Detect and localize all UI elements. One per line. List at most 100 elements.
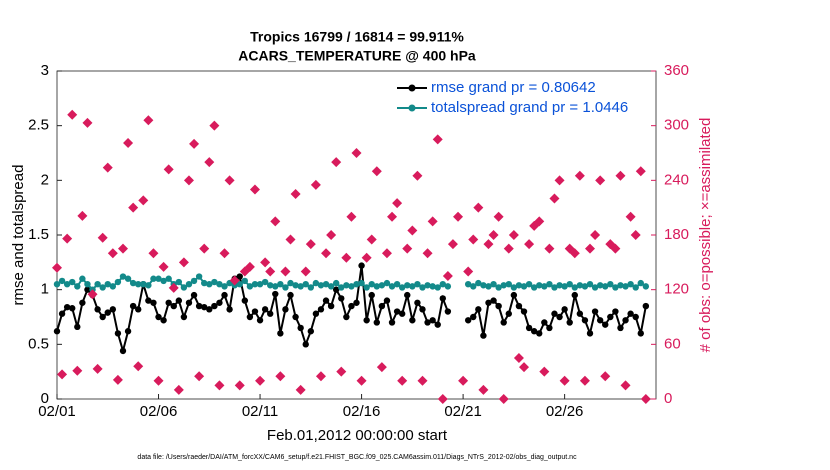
x-tick-label: 02/11: [242, 403, 278, 420]
obs-count-marker: [498, 394, 509, 404]
y2-tick-label: 120: [664, 281, 689, 298]
series-marker: [363, 317, 370, 324]
obs-count-marker: [143, 115, 154, 126]
series-marker: [190, 277, 198, 285]
series-marker: [343, 313, 350, 321]
obs-count-marker: [305, 239, 316, 250]
series-marker: [414, 299, 421, 306]
obs-count-marker: [524, 239, 535, 250]
series-marker: [307, 328, 315, 335]
series-marker: [124, 275, 132, 282]
series-marker: [576, 310, 584, 317]
series-marker: [576, 282, 584, 289]
obs-count-marker: [508, 230, 519, 240]
obs-count-marker: [407, 225, 418, 236]
series-marker: [261, 306, 269, 313]
series-marker: [272, 290, 279, 298]
obs-count-marker: [620, 380, 631, 391]
series-marker: [596, 317, 604, 324]
series-marker: [378, 302, 386, 310]
x-tick-label: 02/16: [343, 403, 381, 420]
series-marker: [500, 282, 507, 289]
series-marker: [211, 302, 218, 310]
series-marker: [216, 281, 223, 288]
obs-count-marker: [326, 230, 337, 240]
obs-count-marker: [569, 248, 580, 259]
obs-count-marker: [366, 234, 377, 245]
obs-count-marker: [473, 202, 484, 213]
chart-title: Tropics 16799 / 16814 = 99.911%: [250, 29, 464, 45]
series-marker: [566, 281, 573, 288]
series-marker: [393, 281, 401, 288]
obs-count-marker: [610, 243, 621, 254]
series-marker: [424, 319, 431, 326]
series-marker: [99, 313, 106, 321]
series-marker: [332, 279, 340, 287]
series-marker: [637, 279, 644, 287]
obs-count-marker: [229, 275, 240, 286]
series-marker: [114, 278, 122, 286]
series-marker: [99, 284, 106, 291]
obs-count-marker: [310, 179, 321, 190]
series-marker: [251, 281, 259, 288]
obs-count-marker: [595, 175, 606, 186]
series-marker: [135, 306, 142, 313]
series-marker: [312, 310, 320, 317]
series-marker: [434, 284, 441, 291]
series-marker: [485, 283, 492, 290]
obs-count-marker: [112, 374, 123, 385]
series-marker: [317, 282, 325, 289]
obs-count-marker: [630, 230, 641, 240]
series-marker: [398, 310, 406, 317]
series-marker: [536, 282, 543, 289]
series-marker: [79, 275, 86, 282]
obs-count-marker: [579, 375, 590, 386]
series-marker: [561, 306, 568, 313]
obs-count-marker: [57, 369, 68, 380]
obs-count-marker: [640, 394, 651, 404]
series-marker: [190, 291, 198, 299]
obs-count-marker: [427, 216, 438, 227]
series-marker: [642, 283, 650, 290]
series-marker: [480, 282, 487, 289]
series-marker: [119, 273, 127, 280]
obs-count-marker: [82, 117, 93, 128]
obs-count-marker: [270, 216, 281, 227]
x-tick-label: 02/01: [38, 403, 76, 420]
series-marker: [84, 281, 91, 288]
series-marker: [216, 299, 223, 306]
series-marker: [267, 282, 274, 289]
series-marker: [429, 283, 436, 290]
obs-count-marker: [478, 384, 489, 395]
series-marker: [434, 321, 441, 328]
obs-count-marker: [321, 248, 332, 259]
series-marker: [398, 284, 406, 291]
y2-tick-label: 0: [664, 390, 672, 407]
series-marker: [145, 297, 152, 304]
series-marker: [104, 309, 111, 316]
obs-count-marker: [585, 243, 596, 254]
series-marker: [195, 302, 203, 310]
series-marker: [297, 283, 304, 290]
series-marker: [409, 283, 416, 290]
series-marker: [201, 303, 208, 311]
obs-count-marker: [300, 266, 311, 277]
series-marker: [150, 299, 157, 306]
obs-count-marker: [275, 371, 286, 382]
series-marker: [145, 282, 152, 289]
series-marker: [581, 283, 589, 290]
legend-label: totalspread grand pr = 1.0446: [431, 99, 628, 116]
y-tick-label: 2.5: [28, 117, 49, 134]
series-marker: [551, 310, 558, 317]
series-marker: [63, 281, 71, 288]
series-marker: [546, 281, 553, 288]
obs-count-marker: [214, 380, 225, 391]
obs-count-marker: [331, 157, 342, 168]
series-marker: [602, 321, 609, 328]
series-marker: [327, 302, 335, 310]
series-marker: [206, 281, 213, 288]
series-marker: [525, 281, 533, 288]
series-marker: [368, 281, 375, 288]
obs-count-marker: [194, 371, 205, 382]
y2-tick-label: 300: [664, 117, 689, 134]
